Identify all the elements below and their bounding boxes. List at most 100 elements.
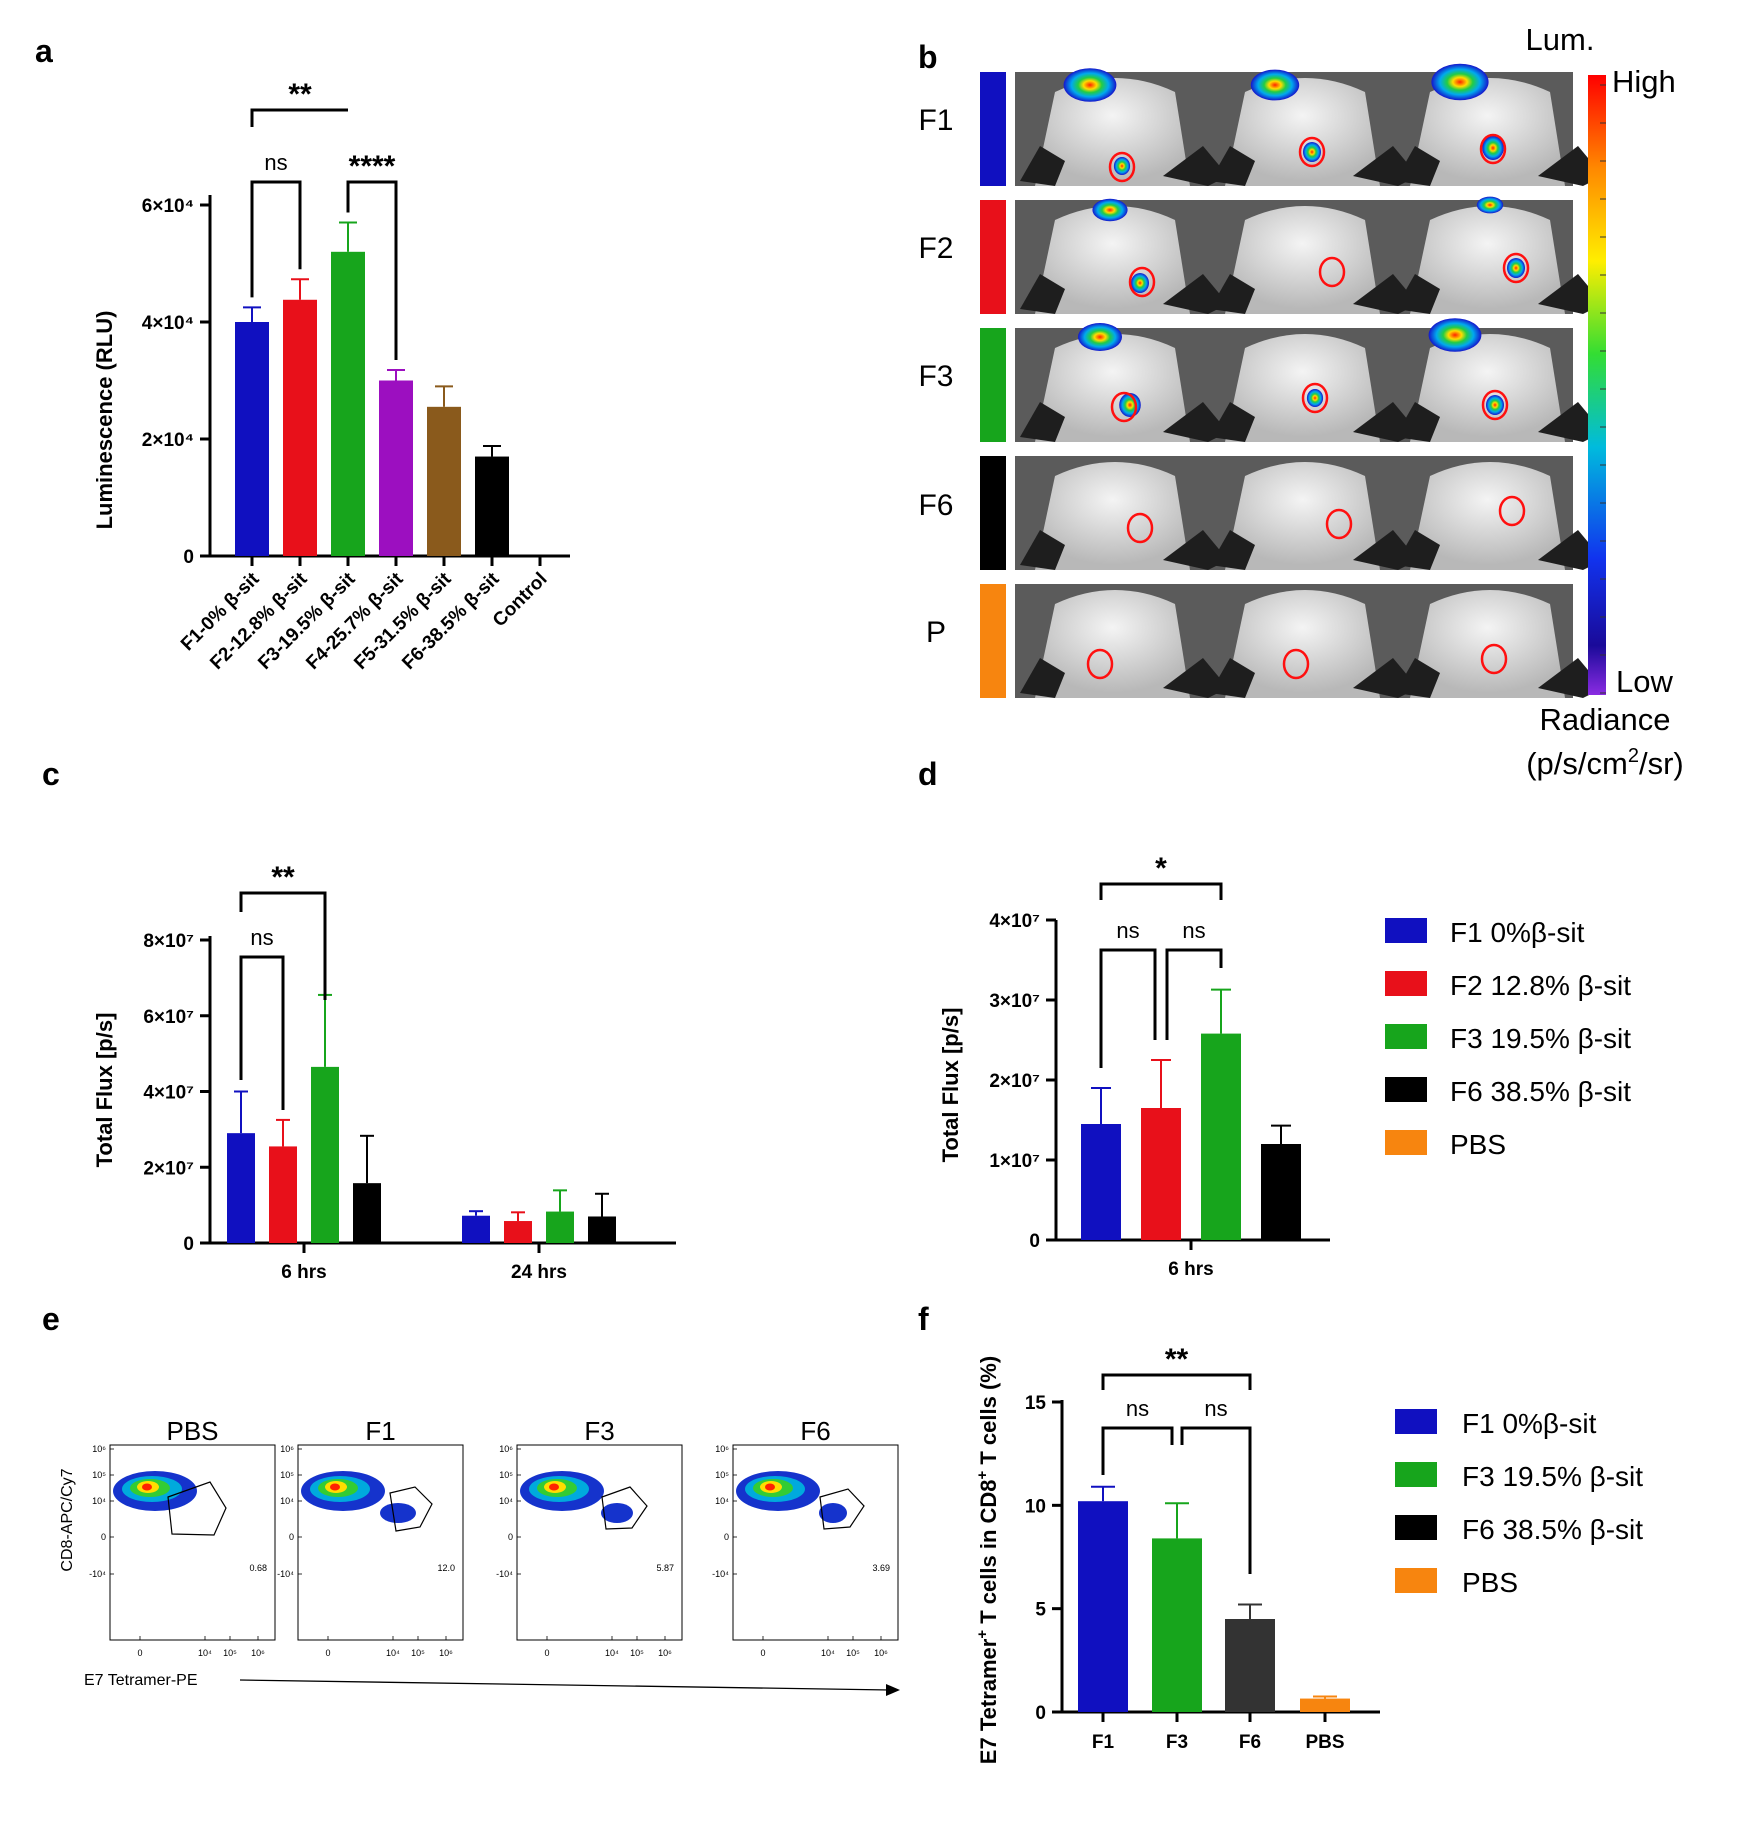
legend-label: F2 12.8% β-sit [1450,970,1631,1001]
luminescence-signal [1078,323,1122,351]
chart-c-sig-bracket [239,955,285,1110]
chart-d-y-tick-label: 2×10⁷ [989,1071,1040,1092]
flow-y-tick-label: -10⁴ [712,1569,729,1579]
mouse-paw [1538,530,1603,570]
flow-y-tick-label: 0 [289,1532,294,1542]
legend-swatch [1385,1024,1427,1049]
colorbar-high: High [1612,64,1676,99]
flow-x-arrowhead [886,1684,900,1696]
flow-x-tick-label: 0 [137,1648,142,1658]
flow-y-tick-label: 10⁶ [715,1444,729,1454]
chart-a-bar [331,251,365,557]
flow-y-tick-label: 10⁶ [280,1444,294,1454]
luminescence-signal [1250,69,1300,101]
panel-label-c: c [42,756,60,792]
roi-circle [1282,648,1310,680]
chart-d-y-tick-label: 0 [1029,1231,1040,1252]
roi-circle [1126,512,1154,544]
flow-gate-value: 12.0 [437,1563,455,1573]
mouse-body [1035,334,1190,442]
mouse-body [1035,206,1190,314]
chart-d-sig-label: ns [1116,918,1139,943]
chart-f-bar [1225,1619,1275,1712]
panel-label-b: b [918,39,938,75]
legend-swatch [1395,1462,1437,1487]
mouse-body [1225,462,1380,570]
row-color-bar [980,456,1006,570]
panel-label-f: f [918,1301,929,1337]
imaging-panel-b: F1 F2 F3 F6 P Lum. High Low Radiance (p/s/cm… [918,22,1683,781]
luminescence-signal [1063,68,1117,102]
mouse-body [1410,334,1565,442]
luminescence-signal [1303,142,1321,162]
flow-y-tick-label: 10⁵ [92,1470,106,1480]
chart-d-sig-bracket [1099,882,1223,900]
chart-d-bar [1261,1144,1301,1240]
legend-swatch [1385,918,1427,943]
flow-density-tail [819,1503,847,1523]
flow-y-tick-label: 10⁵ [715,1470,729,1480]
mouse-body [1225,206,1380,314]
flow-density-peak [549,1483,559,1491]
mouse-body [1410,462,1565,570]
chart-c-bar [269,1146,297,1243]
flow-x-tick-label: 10⁵ [411,1648,425,1658]
flow-gate-value: 3.69 [872,1563,890,1573]
chart-c-y-tick-label: 0 [183,1234,194,1255]
flow-gate [389,1486,433,1532]
chart-f-x-tick-label: F1 [1092,1732,1115,1753]
chart-f-x-tick-label: PBS [1305,1732,1344,1753]
row-color-bar [980,72,1006,186]
flow-plot-title: F6 [800,1416,830,1446]
flow-y-tick-label: 0 [101,1532,106,1542]
chart-d-y-tick-label: 3×10⁷ [989,991,1040,1012]
mouse-paw [1395,530,1440,570]
luminescence-signal [1131,273,1149,293]
chart-d-bar [1081,1124,1121,1240]
chart-f-sig-label: ns [1204,1396,1227,1421]
chart-f-y-label: E7 Tetramer+ T cells in CD8+ T cells (%) [974,1356,1001,1764]
flow-x-tick-label: 0 [760,1648,765,1658]
mouse-paw [1538,402,1603,442]
chart-d-bar [1141,1108,1181,1240]
mouse-paw [1020,402,1065,442]
chart-d: Total Flux [p/s] 0 1×10⁷ 2×10⁷ 3×10⁷ 4×10⁷ 6… [938,852,1631,1280]
chart-a-sig-bracket [250,108,348,127]
flow-plot-title: PBS [166,1416,218,1446]
mouse-paw [1538,146,1603,186]
legend-label: F3 19.5% β-sit [1450,1023,1631,1054]
legend-label: PBS [1462,1567,1518,1598]
chart-a-sig-bracket [346,180,398,360]
chart-f-sig-label: ns [1126,1396,1149,1421]
flow-density-tail [380,1503,416,1523]
flow-x-tick-label: 0 [325,1648,330,1658]
chart-f-y-tick-label: 0 [1035,1703,1046,1724]
flow-density-tail [601,1503,633,1523]
chart-f-x-tick-label: F6 [1239,1732,1261,1753]
mouse-body [1410,590,1565,698]
chart-c-x-tick-label: 6 hrs [281,1262,326,1283]
chart-f-bar [1078,1501,1128,1712]
flow-x-tick-label: 10⁶ [658,1648,672,1658]
flow-y-tick-label: 10⁵ [280,1470,294,1480]
mouse-paw [1020,274,1065,314]
chart-c-bar [588,1216,616,1243]
flow-x-tick-label: 10⁵ [223,1648,237,1658]
chart-c-bar [504,1221,532,1243]
roi-circle [1110,391,1138,423]
row-label: F1 [918,104,953,137]
legend-label: F6 38.5% β-sit [1450,1076,1631,1107]
chart-f-sig-bracket [1180,1426,1252,1574]
chart-a-y-tick-label: 0 [183,547,194,568]
flow-x-tick-label: 10⁶ [439,1648,453,1658]
chart-d-x-tick-label: 6 hrs [1168,1259,1213,1280]
flow-x-tick-label: 10⁴ [605,1648,619,1658]
mouse-paw [1163,402,1228,442]
legend-label: F6 38.5% β-sit [1462,1514,1643,1545]
chart-d-sig-bracket [1099,948,1157,1068]
flow-density-peak [765,1483,775,1491]
mouse-paw [1210,658,1255,698]
mouse-body [1225,334,1380,442]
colorbar [1588,75,1606,695]
mouse-paw [1163,146,1228,186]
